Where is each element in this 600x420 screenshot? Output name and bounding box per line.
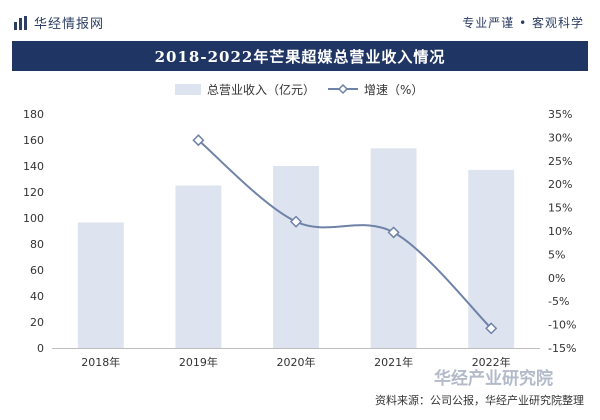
y-right-tick-label: 0%: [548, 272, 565, 285]
bar-2: [175, 185, 222, 348]
y-left-tick-label: 120: [23, 186, 44, 199]
y-right-tick-label: 20%: [548, 178, 572, 191]
legend-line-label: 增速（%）: [364, 83, 423, 97]
y-left-tick-label: 180: [23, 108, 44, 121]
growth-point-3: [387, 226, 400, 239]
y-left-tick-label: 40: [30, 290, 44, 303]
legend-bar-swatch: [175, 84, 201, 95]
y-right-tick-label: 10%: [548, 225, 572, 238]
y-left-tick-label: 100: [23, 212, 44, 225]
bar-5: [468, 169, 515, 348]
x-tick-label: 2018年: [81, 355, 120, 369]
bar-1: [77, 222, 124, 348]
y-right-tick-label: -15%: [548, 342, 576, 355]
x-tick-label: 2019年: [179, 355, 218, 369]
y-right-tick-label: 5%: [548, 248, 565, 261]
slogan: 专业严谨 • 客观科学: [462, 16, 584, 30]
y-right-tick-label: -5%: [548, 295, 569, 308]
x-tick-label: 2021年: [374, 355, 413, 369]
chart-title: 2018-2022年芒果超媒总营业收入情况: [12, 41, 588, 71]
y-right-tick-label: 35%: [548, 108, 572, 121]
x-tick-label: 2022年: [472, 355, 511, 369]
brand-name: 华经情报网: [34, 17, 105, 32]
growth-point-1: [192, 134, 205, 147]
growth-line: [197, 139, 492, 330]
growth-point-2: [289, 215, 303, 228]
y-left-tick-label: 140: [23, 160, 44, 173]
y-right-tick-label: -10%: [548, 319, 576, 332]
growth-point-4: [485, 322, 498, 335]
brand-logo[interactable]: 华经情报网: [14, 13, 104, 32]
bar-chart-logo-icon: [14, 15, 27, 30]
x-tick-label: 2020年: [277, 355, 316, 369]
legend-bar-label: 总营业收入（亿元）: [207, 82, 315, 97]
y-right-tick-label: 30%: [548, 131, 572, 144]
y-left-tick-label: 160: [23, 134, 44, 147]
y-right-tick-label: 15%: [548, 202, 572, 215]
y-left-tick-label: 80: [30, 238, 44, 251]
header: 华经情报网 专业严谨 • 客观科学: [0, 0, 600, 38]
y-left-tick-label: 60: [30, 264, 44, 277]
bar-3: [273, 166, 319, 348]
y-left-tick-label: 0: [37, 342, 44, 355]
watermark-text: 华经产业研究院: [434, 368, 553, 389]
bar-4: [370, 148, 417, 348]
legend-line-marker: [337, 83, 349, 95]
y-left-tick-label: 20: [30, 316, 44, 329]
y-right-tick-label: 25%: [548, 155, 572, 168]
source-note: 资料来源：公司公报，华经产业研究院整理: [375, 394, 584, 407]
